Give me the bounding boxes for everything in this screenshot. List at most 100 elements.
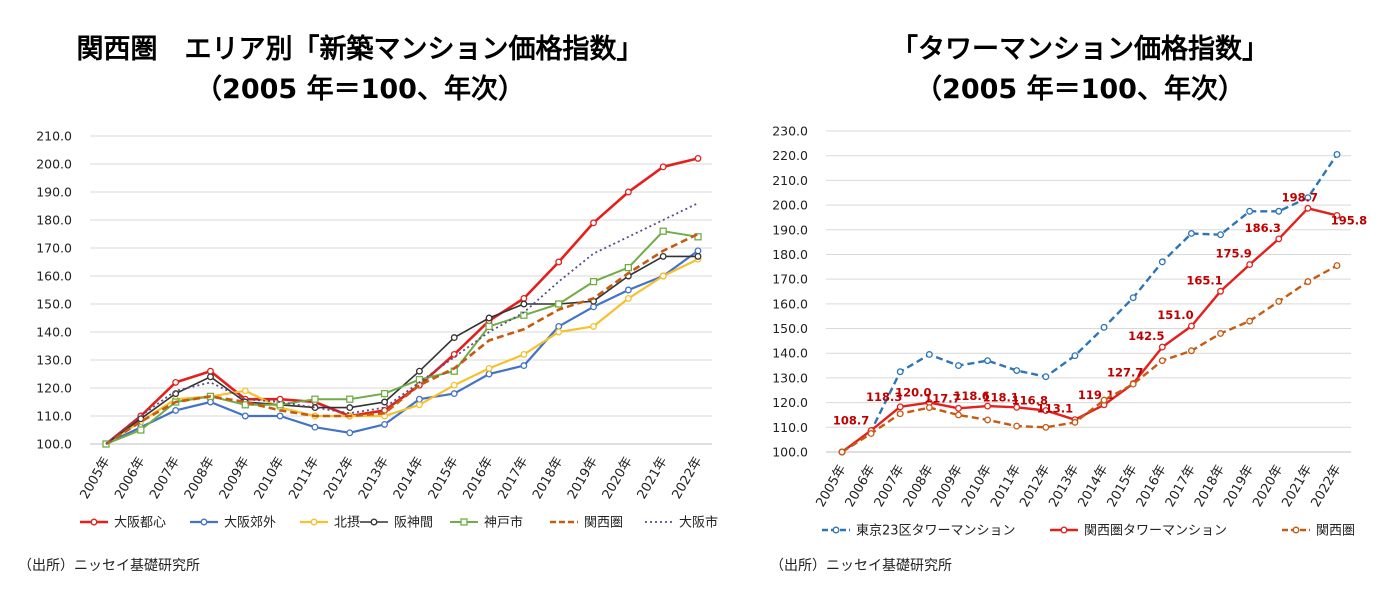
data-point [1217, 287, 1224, 295]
legend-label: 関西圏 [584, 516, 623, 531]
data-point [381, 420, 389, 428]
data-point [694, 154, 702, 162]
data-point [450, 381, 458, 389]
data-point [984, 357, 992, 365]
data-point [1158, 258, 1166, 266]
x-tick-label: 2020年 [600, 455, 636, 502]
x-tick-label: 2010年 [252, 455, 288, 502]
data-point [1100, 323, 1108, 331]
data-point [659, 252, 667, 260]
legend-label: 阪神間 [394, 516, 433, 531]
data-point [207, 367, 214, 375]
y-tick-label: 120.0 [772, 395, 808, 410]
legend-label: 神戸市 [484, 515, 523, 531]
legend-label: 北摂 [334, 515, 360, 531]
data-point [137, 415, 145, 423]
data-point [555, 300, 563, 308]
x-tick-label: 2018年 [530, 455, 566, 502]
data-point [520, 294, 528, 302]
data-point [984, 402, 992, 410]
data-point [415, 367, 423, 375]
data-point [450, 334, 458, 342]
series-line [841, 207, 1338, 453]
data-point [1217, 231, 1224, 239]
data-point [659, 163, 667, 171]
legend-label: 関西圏タワーマンション [1084, 524, 1227, 539]
chart-1: 関西圏 エリア別「新築マンション価格指数」 （2005 年＝100、年次） 100.… [18, 33, 718, 574]
source-note: （出所）ニッセイ基礎研究所 [18, 557, 200, 574]
y-tick-label: 200.0 [772, 198, 808, 213]
data-label: 186.3 [1245, 221, 1281, 235]
data-point [1158, 343, 1166, 351]
data-point [485, 322, 493, 331]
y-tick-label: 160.0 [772, 296, 808, 311]
data-point [1187, 322, 1195, 330]
y-tick-label: 190.0 [772, 222, 808, 237]
data-point [311, 423, 319, 431]
series-line [841, 153, 1338, 453]
series-line [105, 202, 699, 445]
x-tick-label: 2019年 [565, 455, 601, 502]
data-label: 116.8 [1012, 394, 1048, 408]
y-tick-label: 170.0 [772, 272, 808, 287]
legend-marker [310, 518, 318, 526]
data-label: 119.1 [1078, 388, 1114, 402]
chart-subtitle: （2005 年＝100、年次） [915, 73, 1245, 105]
data-label: 195.8 [1331, 213, 1367, 227]
data-label: 118.6 [953, 389, 989, 403]
data-point [137, 426, 145, 434]
y-tick-label: 150.0 [772, 321, 808, 336]
data-point [1304, 204, 1312, 212]
data-point [590, 219, 597, 227]
legend-label: 大阪市 [679, 515, 718, 531]
data-label: 151.0 [1157, 308, 1193, 322]
y-tick-label: 170.0 [36, 241, 72, 256]
data-point [1304, 194, 1312, 202]
data-point [415, 395, 423, 403]
data-point [1129, 294, 1137, 302]
data-point [1275, 297, 1283, 305]
data-point [346, 404, 354, 412]
data-point [1333, 262, 1341, 270]
data-label: 113.1 [1037, 402, 1073, 416]
data-point [241, 401, 249, 409]
data-point [624, 263, 633, 272]
data-point [520, 362, 528, 370]
data-point [1246, 317, 1254, 325]
y-tick-label: 130.0 [36, 353, 72, 368]
y-tick-label: 190.0 [36, 185, 72, 200]
data-point [1013, 422, 1021, 430]
data-point [867, 430, 875, 437]
legend-marker [832, 526, 840, 534]
data-point [1013, 367, 1021, 374]
legend-label: 大阪郊外 [224, 515, 276, 531]
data-point [555, 258, 563, 266]
data-label: 118.3 [866, 390, 902, 404]
y-tick-label: 130.0 [772, 370, 808, 385]
series-line [105, 157, 699, 446]
data-point [485, 364, 493, 372]
legend-label: 大阪都心 [114, 516, 166, 531]
data-point [1246, 261, 1254, 269]
data-point [241, 412, 249, 420]
data-label: 165.1 [1186, 273, 1222, 287]
x-tick-label: 2013年 [356, 455, 392, 502]
legend-label: 東京23区タワーマンション [856, 523, 1016, 539]
data-point [241, 387, 249, 395]
data-label: 175.9 [1215, 247, 1251, 261]
data-point [380, 389, 389, 398]
y-tick-label: 210.0 [36, 129, 72, 144]
y-tick-label: 220.0 [772, 148, 808, 163]
legend-marker [1292, 526, 1300, 534]
y-tick-label: 140.0 [36, 325, 72, 340]
data-point [172, 378, 180, 386]
x-tick-label: 2011年 [286, 455, 322, 502]
data-point [1333, 151, 1341, 158]
data-point [896, 403, 904, 411]
legend-marker [460, 518, 468, 526]
data-point [485, 370, 493, 378]
data-point [925, 351, 933, 358]
data-point [1158, 357, 1166, 365]
x-tick-label: 2005年 [77, 455, 113, 502]
